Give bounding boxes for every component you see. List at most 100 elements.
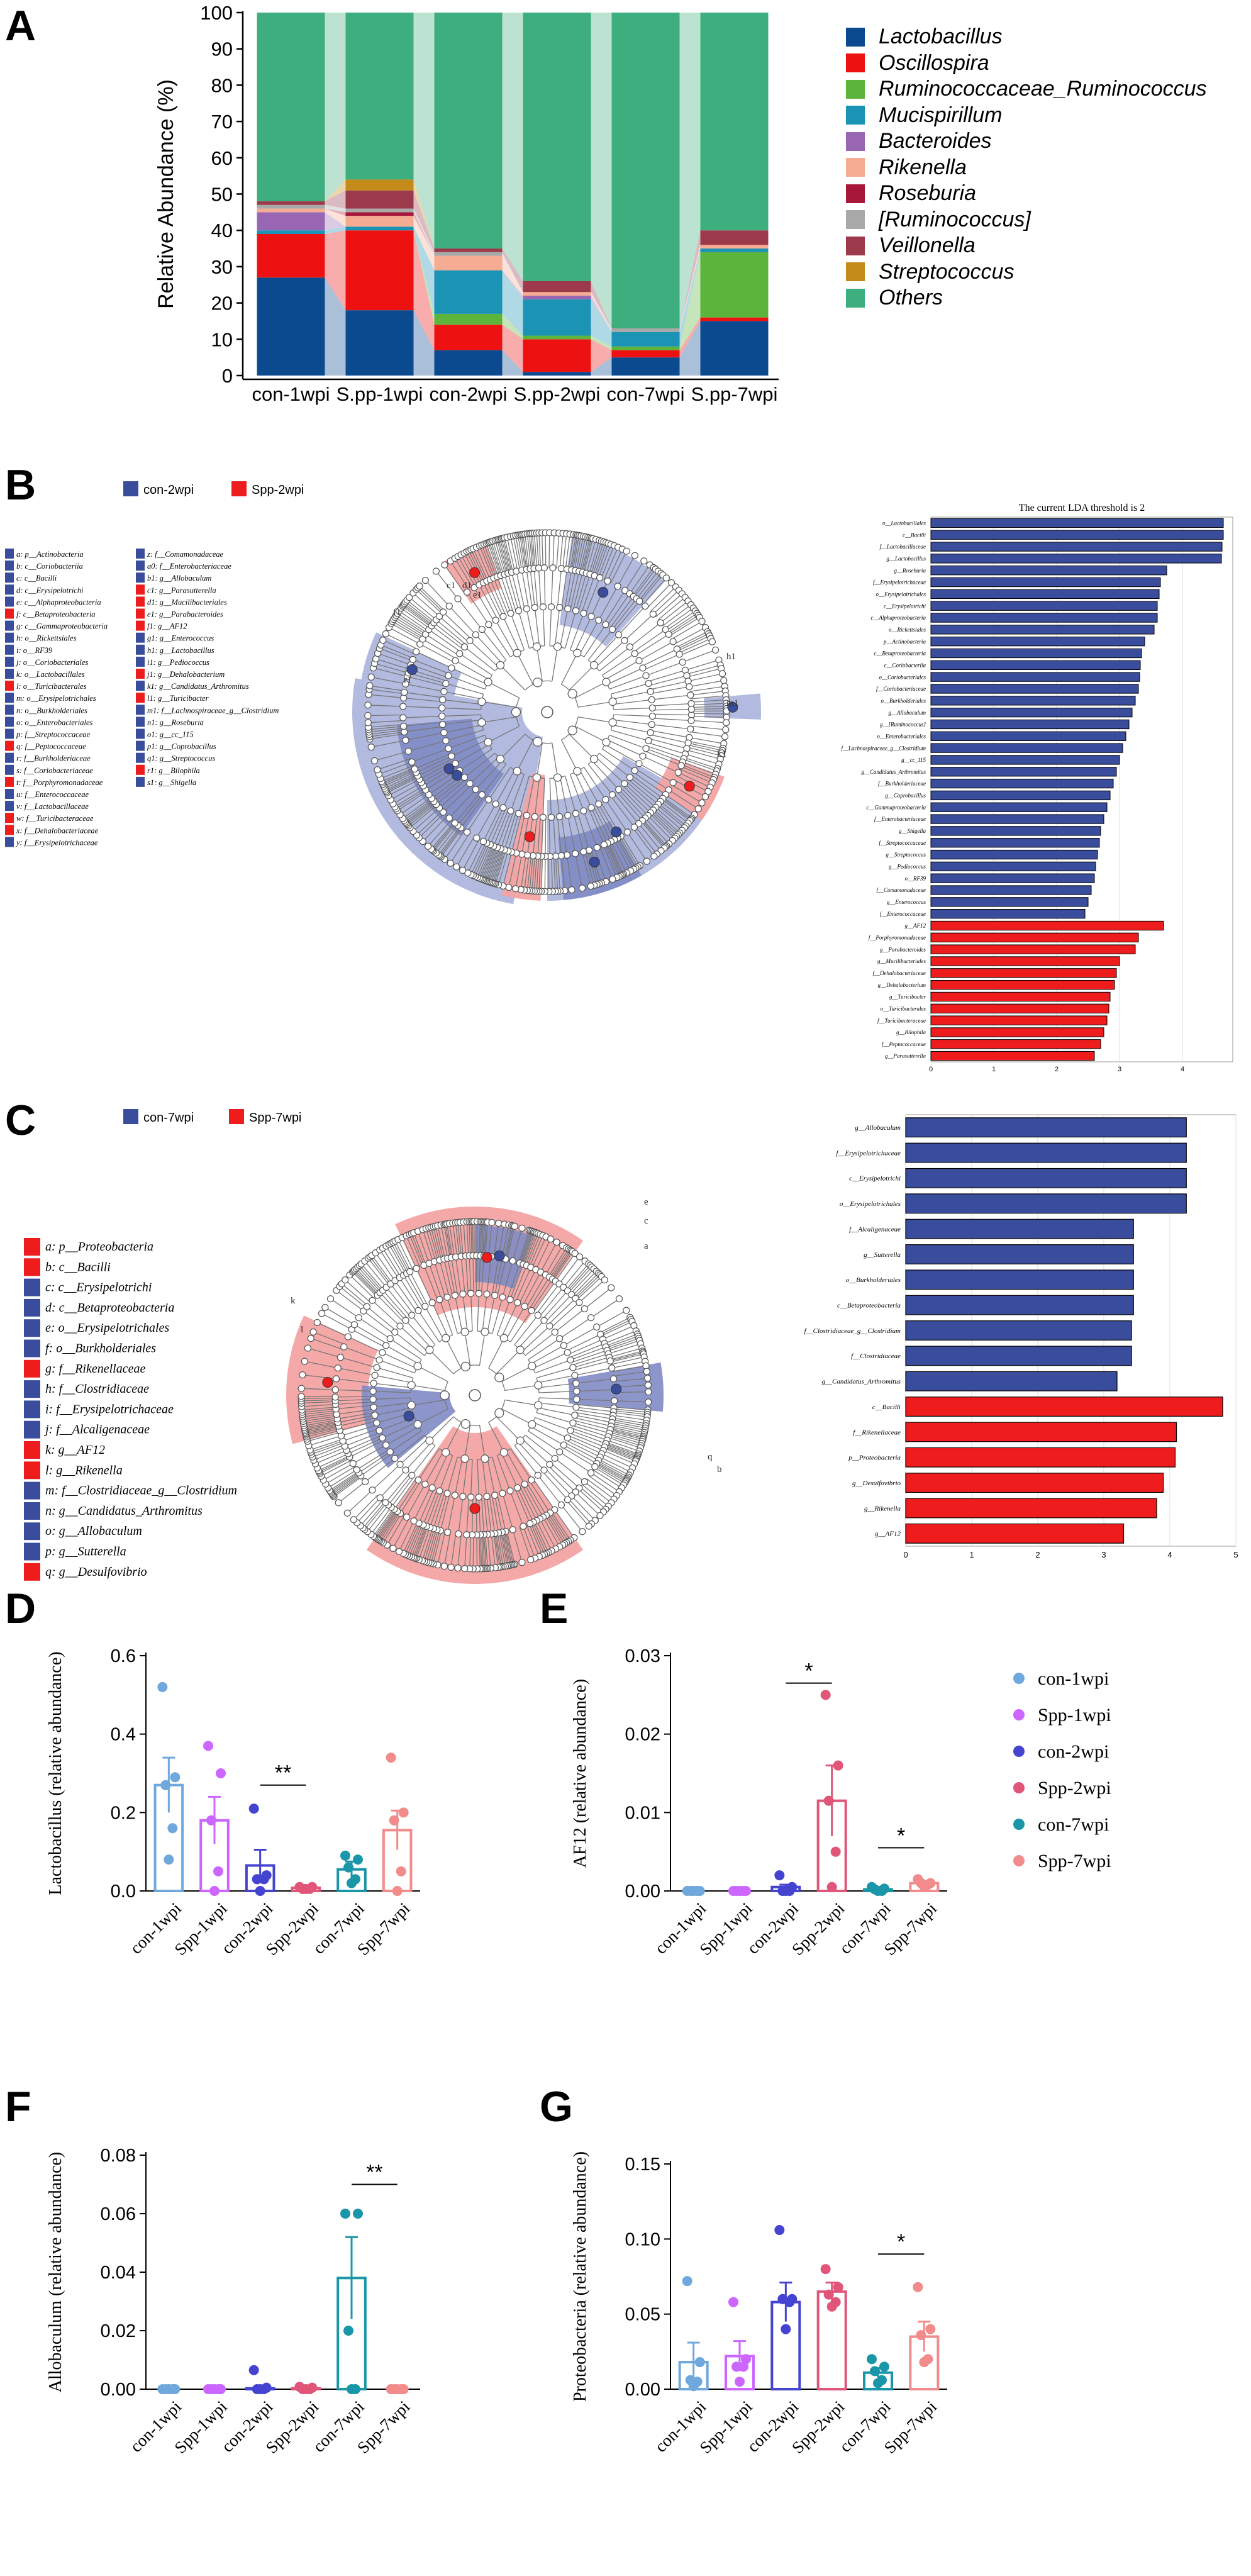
clade-branch: [417, 1366, 448, 1382]
clade-node: [587, 804, 595, 811]
clade-branch: [633, 629, 666, 652]
flow-band-Others: [413, 13, 435, 249]
clade-branch: [625, 560, 645, 591]
clade-branch: [403, 697, 443, 703]
clade-node: [623, 547, 630, 555]
lda-x-tick-label: 3: [1118, 1066, 1121, 1073]
clade-node: [349, 1459, 357, 1468]
clade-branch: [552, 742, 559, 778]
clade-branch: [496, 1299, 511, 1335]
lda-bar-g__Shigella: [930, 826, 1101, 836]
clade-branch: [664, 608, 694, 629]
lda-label-f__Coriobacteriaceae: f__Coriobacteriaceae: [876, 686, 926, 692]
lda-x-tick-label: 2: [1035, 1550, 1040, 1559]
flow-band-Veillonella: [413, 190, 435, 252]
taxa-b-swatch: [136, 728, 145, 739]
legend-a-swatch: [846, 158, 865, 177]
clade-branch: [317, 1453, 348, 1469]
taxa-b-swatch: [5, 560, 14, 571]
clade-branch: [500, 665, 526, 691]
clade-branch: [608, 1437, 641, 1449]
clade-branch: [576, 1389, 614, 1392]
clade-branch: [382, 1290, 408, 1319]
bar-segment-con-2wpi-Ruminococcaceae_Ruminococcus: [434, 313, 503, 325]
clade-branch: [601, 545, 615, 579]
clade-branch: [469, 1222, 471, 1256]
clade-branch: [548, 1298, 576, 1325]
legend-a-item: [Ruminococcus]: [846, 207, 1207, 233]
clade-branch: [534, 778, 540, 817]
clade-branch: [611, 1426, 644, 1436]
point-con-2wpi: [259, 1874, 269, 1885]
taxa-b-label: c: c__Bacilli: [16, 574, 57, 583]
clade-branch: [614, 839, 631, 871]
clade-branch: [525, 1434, 555, 1459]
clade-branch: [404, 1523, 420, 1555]
clade-node: [553, 1238, 560, 1246]
taxa-b-label: q1: g__Streptococcus: [147, 754, 215, 763]
clade-branch: [488, 624, 511, 657]
clade-branch: [432, 822, 455, 850]
point-Spp-1wpi: [728, 2297, 738, 2307]
clade-branch: [648, 669, 686, 683]
clade-branch: [621, 835, 640, 866]
clade-branch: [685, 753, 720, 765]
clade-branch: [548, 1247, 567, 1277]
clade-branch: [594, 1467, 624, 1486]
clade-node: [297, 1385, 305, 1392]
clade-branch: [650, 681, 689, 690]
clade-branch: [475, 760, 503, 790]
bar-segment-con-1wpi-[Ruminococcus]: [257, 204, 325, 209]
clade-branch: [371, 740, 406, 748]
bar-segment-S.pp-7wpi-Veillonella: [700, 230, 769, 245]
clade-branch: [516, 652, 534, 685]
lda-label-g__Coprobacillus: g__Coprobacillus: [885, 793, 926, 799]
clade-branch: [509, 1490, 524, 1527]
clade-branch: [553, 1251, 573, 1280]
clade-node: [369, 1296, 376, 1304]
clade-node: [364, 701, 372, 709]
clade-branch: [491, 1495, 499, 1533]
clade-branch: [397, 613, 427, 633]
taxa-c-swatch: [24, 1339, 40, 1358]
bar-segment-S.pp-1wpi-Streptococcus: [345, 179, 414, 191]
lda-bar-f__Streptococcaceae: [930, 838, 1100, 848]
clade-branch: [413, 593, 440, 617]
clade-node: [439, 696, 447, 703]
clade-branch: [405, 683, 444, 692]
clade-branch: [499, 1532, 506, 1566]
clade-branch: [501, 538, 511, 573]
taxa-c-swatch: [24, 1542, 40, 1561]
taxa-b-swatch: [5, 644, 14, 655]
clade-node: [676, 650, 683, 658]
clade-node: [512, 885, 520, 893]
clade-node: [463, 1531, 470, 1539]
clade-node: [389, 1544, 397, 1553]
clade-branch: [563, 1261, 586, 1288]
clade-node: [580, 610, 587, 617]
clade-branch: [386, 633, 418, 650]
clade-branch: [394, 788, 425, 808]
clade-branch: [688, 740, 723, 749]
clade-branch: [481, 1256, 485, 1294]
clade-branch: [425, 1451, 444, 1485]
clade-node: [363, 1303, 370, 1310]
clade-branch: [459, 1222, 464, 1256]
clade-node: [569, 1419, 577, 1427]
clade-branch: [668, 789, 699, 810]
clade-branch: [503, 772, 520, 808]
clade-branch: [492, 849, 504, 883]
clade-node: [645, 737, 652, 745]
clade-branch: [537, 817, 541, 856]
clade-branch: [382, 769, 416, 785]
clade-branch: [464, 752, 496, 778]
clade-node: [556, 604, 564, 611]
clade-node: [374, 766, 381, 774]
lda-x-tick-label: 5: [1233, 1550, 1238, 1559]
lda-label-g__AF12: g__AF12: [875, 1531, 901, 1538]
clade-branch: [587, 850, 598, 885]
clade-node: [608, 697, 617, 706]
clade-branch: [561, 569, 568, 608]
clade-branch: [545, 1294, 572, 1322]
taxa-b-label: c1: g__Parasutterella: [147, 586, 216, 594]
